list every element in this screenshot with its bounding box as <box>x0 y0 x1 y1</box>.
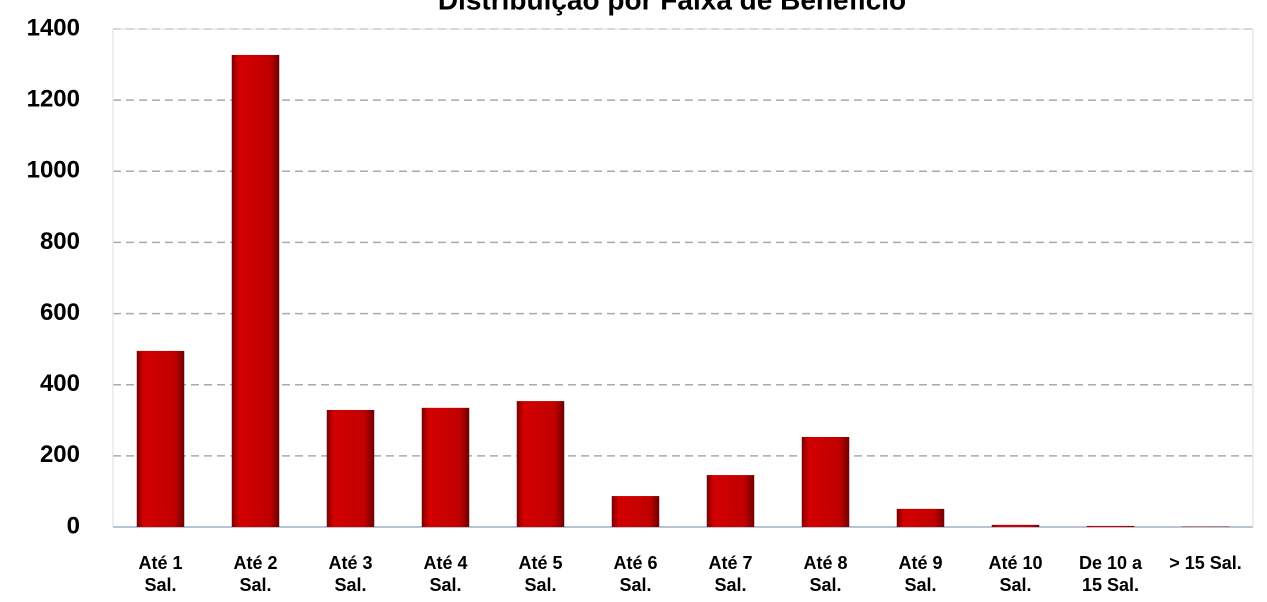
x-tick-label: Até 5 Sal. <box>518 553 563 595</box>
x-tick-label: Até 6 Sal. <box>613 553 658 595</box>
x-tick-label: > 15 Sal. <box>1169 553 1242 573</box>
y-tick-label: 400 <box>40 370 80 397</box>
bar <box>801 437 850 527</box>
y-tick-label: 800 <box>40 228 80 255</box>
bar <box>516 401 565 527</box>
x-tick-label: Até 8 Sal. <box>803 553 848 595</box>
x-tick-label: Até 4 Sal. <box>423 553 468 595</box>
x-tick-label: Até 9 Sal. <box>898 553 943 595</box>
x-tick-label: Até 7 Sal. <box>708 553 753 595</box>
y-tick-label: 1000 <box>27 157 80 184</box>
y-tick-label: 1400 <box>27 14 80 41</box>
bar <box>231 54 280 528</box>
y-tick-label: 1200 <box>27 85 80 112</box>
bar <box>421 407 470 527</box>
bar <box>326 409 375 527</box>
y-tick-label: 0 <box>67 512 80 539</box>
bar <box>991 524 1040 527</box>
x-tick-label: Até 10 Sal. <box>988 553 1043 595</box>
x-tick-label: Até 1 Sal. <box>138 553 183 595</box>
bar <box>896 508 945 527</box>
x-tick-label: Até 2 Sal. <box>233 553 278 595</box>
bar <box>136 350 185 527</box>
x-tick-label: De 10 a 15 Sal. <box>1078 553 1143 595</box>
chart-title: Distribuição por Faixa de Benefício <box>438 0 906 15</box>
x-tick-label: Até 3 Sal. <box>328 553 373 595</box>
bar <box>611 496 660 527</box>
bar <box>706 475 755 527</box>
y-tick-label: 600 <box>40 299 80 326</box>
bar <box>1086 525 1135 527</box>
y-tick-label: 200 <box>40 441 80 468</box>
